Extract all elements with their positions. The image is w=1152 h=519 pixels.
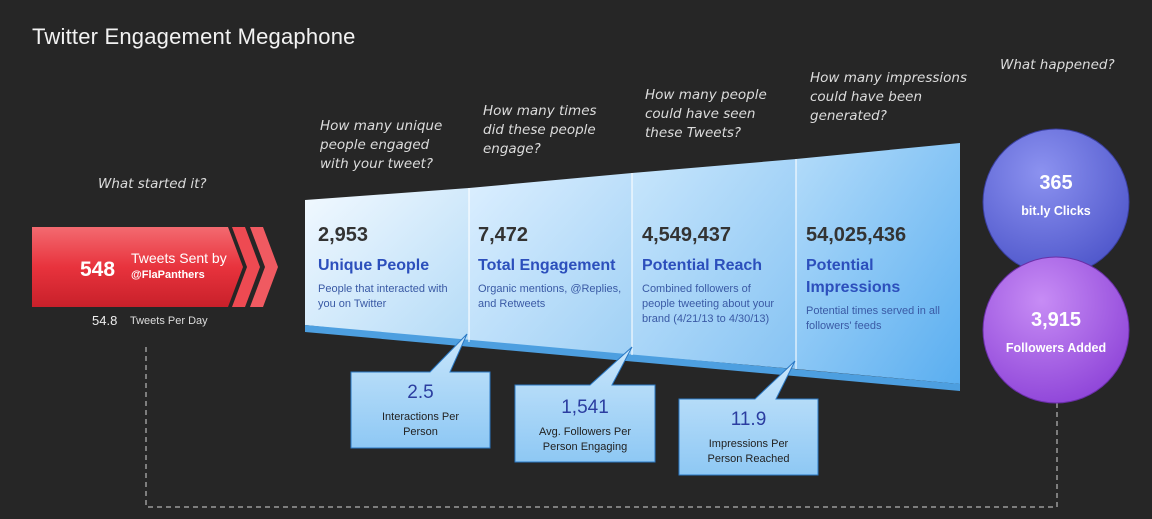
section-potential-reach: 4,549,437 Potential Reach Combined follo…	[642, 224, 782, 327]
question-happened: What happened?	[1000, 57, 1115, 73]
tweets-sent-count: 548	[80, 258, 116, 281]
followers-circle	[982, 256, 1130, 404]
section-description: People that interacted with you on Twitt…	[318, 283, 448, 310]
section-description: Organic mentions, @Replies, and Retweets	[478, 283, 622, 310]
callout-box-1	[350, 333, 491, 449]
callout-value: 1,541	[561, 397, 609, 418]
section-total-engagement: 7,472 Total Engagement Organic mentions,…	[478, 224, 623, 312]
megaphone-section-engagement	[469, 173, 632, 355]
section-label: Potential Reach	[642, 257, 763, 274]
result-label: Followers Added	[1005, 341, 1107, 355]
callout-value: 11.9	[730, 409, 767, 430]
megaphone-section-impressions	[796, 143, 960, 384]
section-unique-people: 2,953 Unique People People that interact…	[318, 224, 458, 312]
question-reach: How many people could have seen these Tw…	[645, 87, 767, 141]
callout-avg-followers: 1,541 Avg. Followers Per Person Engaging	[515, 397, 655, 455]
callout-label: Interactions Per Person	[381, 411, 460, 438]
section-potential-impressions: 54,025,436 Potential Impressions Potenti…	[806, 224, 951, 334]
section-label: Total Engagement	[478, 257, 616, 274]
callout-interactions-per-person: 2.5 Interactions Per Person	[351, 382, 490, 440]
callout-box-3	[678, 360, 819, 476]
followers-added-result: 3,915 Followers Added	[983, 309, 1129, 355]
section-value: 54,025,436	[806, 224, 907, 246]
callout-value: 2.5	[407, 382, 434, 403]
question-impressions: How many impressions could have been gen…	[810, 70, 967, 124]
question-unique: How many unique people engaged with your…	[320, 118, 443, 172]
callout-box-2	[514, 346, 656, 463]
result-value: 365	[1039, 172, 1073, 194]
callout-impressions-per-person: 11.9 Impressions Per Person Reached	[679, 409, 818, 467]
section-value: 2,953	[318, 224, 369, 246]
callout-label: Impressions Per Person Reached	[707, 438, 790, 465]
tweets-sent-block	[32, 227, 243, 307]
megaphone-section-unique	[305, 188, 469, 342]
section-description: Potential times served in all followers'…	[806, 305, 940, 332]
question-engage: How many times did these people engage?	[483, 103, 597, 157]
callout-label: Avg. Followers Per Person Engaging	[538, 426, 632, 453]
section-value: 7,472	[478, 224, 529, 246]
tweets-per-day-label: Tweets Per Day	[130, 315, 208, 327]
section-label: Potential Impressions	[806, 257, 901, 296]
question-started: What started it?	[98, 176, 207, 192]
section-label: Unique People	[318, 257, 430, 274]
result-label: bit.ly Clicks	[1021, 204, 1091, 218]
bitly-clicks-result: 365 bit.ly Clicks	[983, 172, 1129, 218]
megaphone-section-reach	[632, 159, 796, 369]
tweets-per-day-value: 54.8	[92, 313, 118, 328]
page-title: Twitter Engagement Megaphone	[32, 24, 356, 49]
connector-line	[145, 347, 1058, 508]
chevron-1	[232, 227, 260, 307]
tweets-sent-handle: @FlaPanthers	[131, 269, 205, 281]
tweets-sent-label: Tweets Sent by	[131, 250, 227, 266]
chevron-2	[250, 227, 278, 307]
result-value: 3,915	[1030, 309, 1082, 331]
section-value: 4,549,437	[642, 224, 731, 246]
section-description: Combined followers of people tweeting ab…	[642, 283, 775, 325]
